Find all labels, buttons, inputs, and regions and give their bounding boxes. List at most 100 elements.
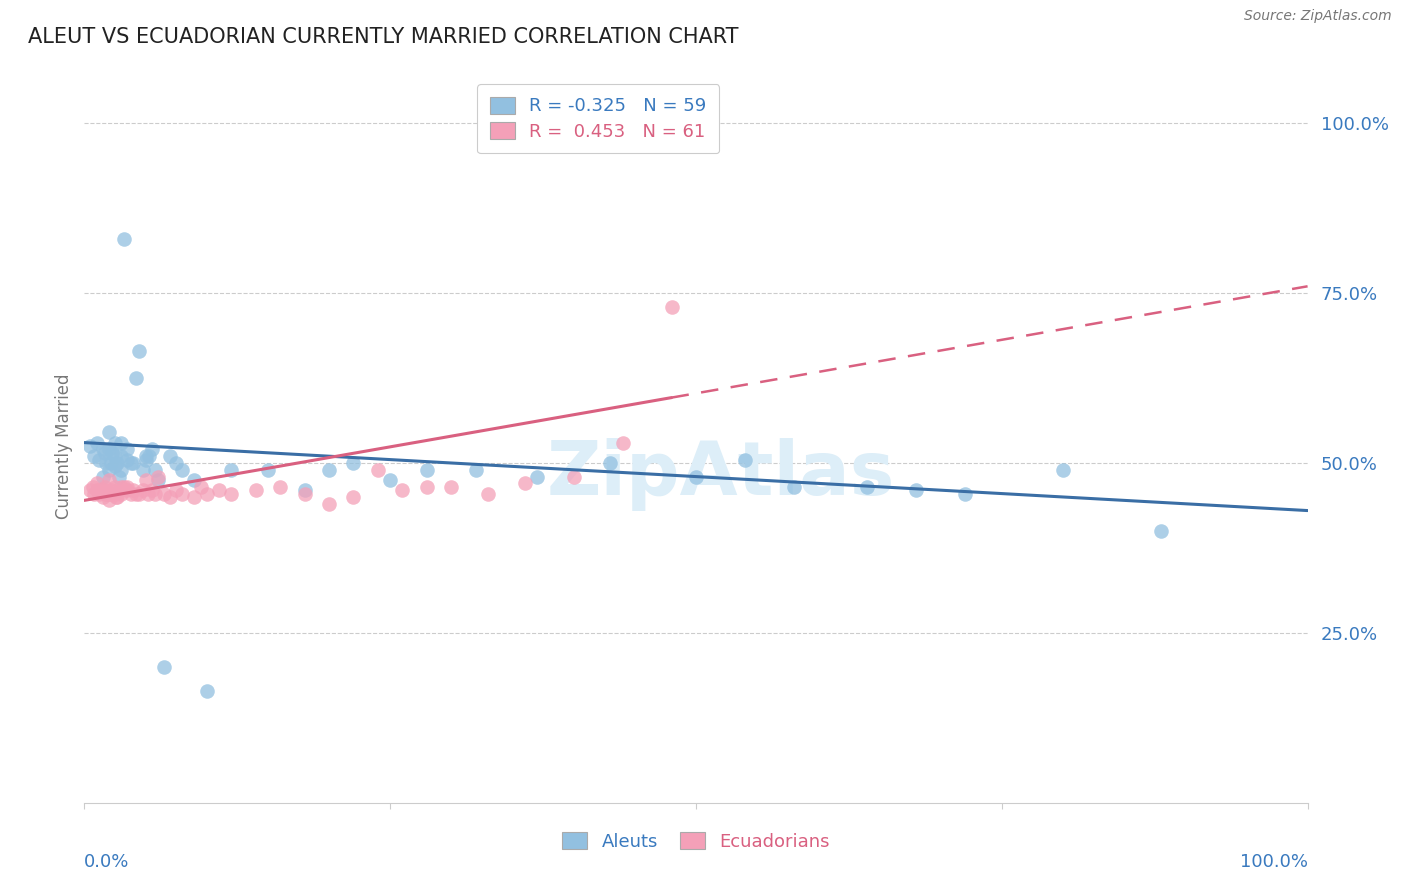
Point <box>294 486 316 500</box>
Text: 0.0%: 0.0% <box>84 853 129 871</box>
Point <box>101 486 124 500</box>
Point <box>97 463 120 477</box>
Point <box>120 456 142 470</box>
Point <box>83 449 105 463</box>
Point <box>190 480 212 494</box>
Point <box>132 463 155 477</box>
Point <box>143 463 166 477</box>
Point <box>97 473 120 487</box>
Point <box>146 469 169 483</box>
Point <box>115 480 138 494</box>
Point <box>122 456 145 470</box>
Point <box>128 343 150 358</box>
Point <box>91 469 114 483</box>
Point <box>91 483 114 498</box>
Point <box>97 442 120 457</box>
Point <box>146 473 169 487</box>
Point <box>104 435 127 450</box>
Point <box>513 476 536 491</box>
Point <box>953 486 976 500</box>
Point <box>132 483 155 498</box>
Point <box>380 473 402 487</box>
Point <box>89 483 111 498</box>
Point <box>416 480 439 494</box>
Point <box>86 435 108 450</box>
Point <box>94 446 117 460</box>
Point <box>183 473 205 487</box>
Point <box>79 439 101 453</box>
Point <box>143 486 166 500</box>
Point <box>96 486 118 500</box>
Point <box>105 490 128 504</box>
Point <box>112 232 135 246</box>
Point <box>159 490 181 504</box>
Point <box>219 486 242 500</box>
Point <box>172 463 194 477</box>
Point <box>165 456 187 470</box>
Point <box>153 486 176 500</box>
Point <box>125 371 148 385</box>
Point <box>269 480 291 494</box>
Point <box>93 483 115 498</box>
Point <box>416 463 439 477</box>
Point <box>183 490 205 504</box>
Point <box>526 469 548 483</box>
Point <box>97 493 120 508</box>
Point <box>367 463 389 477</box>
Point <box>612 435 634 450</box>
Point <box>110 486 132 500</box>
Point <box>219 463 242 477</box>
Point <box>208 483 231 498</box>
Point <box>105 456 128 470</box>
Point <box>734 452 756 467</box>
Point <box>83 486 105 500</box>
Text: ALEUT VS ECUADORIAN CURRENTLY MARRIED CORRELATION CHART: ALEUT VS ECUADORIAN CURRENTLY MARRIED CO… <box>28 27 738 46</box>
Point <box>100 483 122 498</box>
Point <box>195 683 218 698</box>
Point <box>153 660 176 674</box>
Point <box>440 480 463 494</box>
Point <box>110 480 132 494</box>
Point <box>138 449 160 463</box>
Point <box>562 469 585 483</box>
Point <box>86 483 108 498</box>
Point <box>135 449 157 463</box>
Point <box>1150 524 1173 538</box>
Point <box>94 480 117 494</box>
Point <box>104 449 127 463</box>
Point <box>135 473 157 487</box>
Point <box>110 449 132 463</box>
Point <box>86 476 108 491</box>
Point <box>685 469 707 483</box>
Point <box>115 483 138 498</box>
Point <box>477 486 499 500</box>
Point <box>100 456 122 470</box>
Point <box>1052 463 1074 477</box>
Point <box>105 490 128 504</box>
Point <box>96 456 118 470</box>
Y-axis label: Currently Married: Currently Married <box>55 373 73 519</box>
Point <box>159 449 181 463</box>
Point <box>294 483 316 498</box>
Text: ZipAtlas: ZipAtlas <box>547 438 894 511</box>
Point <box>107 483 129 498</box>
Point <box>136 486 159 500</box>
Point <box>115 442 138 457</box>
Point <box>101 446 124 460</box>
Point <box>104 480 127 494</box>
Point <box>318 463 340 477</box>
Point <box>195 486 218 500</box>
Point <box>135 452 157 467</box>
Text: 100.0%: 100.0% <box>1240 853 1308 871</box>
Point <box>79 483 101 498</box>
Point <box>91 490 114 504</box>
Point <box>87 486 110 500</box>
Point <box>661 300 683 314</box>
Point <box>141 442 163 457</box>
Point <box>110 435 132 450</box>
Point <box>905 483 928 498</box>
Point <box>104 459 127 474</box>
Point <box>257 463 280 477</box>
Point <box>110 463 132 477</box>
Point <box>107 469 129 483</box>
